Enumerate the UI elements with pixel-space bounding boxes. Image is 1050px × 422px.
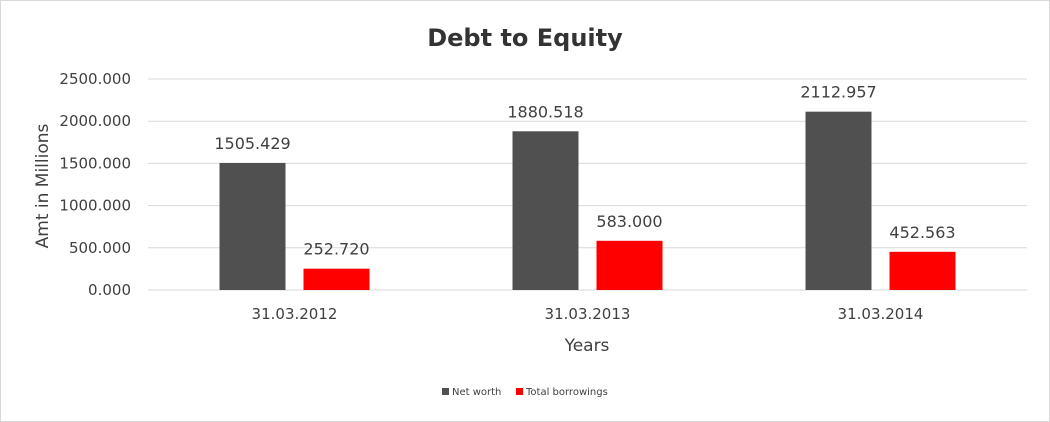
- x-axis-ticks: 31.03.2012 31.03.2013 31.03.2014: [252, 305, 924, 323]
- x-tick-label: 31.03.2013: [545, 305, 631, 323]
- legend-label: Total borrowings: [525, 387, 608, 398]
- y-tick-label: 1500.000: [59, 154, 131, 172]
- bar-total-borrowings: [889, 251, 956, 290]
- y-axis-ticks: 0.000 500.000 1000.000 1500.000 2000.000 2500…: [59, 70, 131, 299]
- legend-swatch: [516, 388, 523, 395]
- data-label: 452.563: [889, 223, 955, 242]
- y-axis-title: Amt in Millions: [33, 123, 53, 248]
- data-label: 1505.429: [214, 134, 290, 153]
- x-tick-label: 31.03.2014: [838, 305, 924, 323]
- data-label: 2112.957: [800, 83, 876, 102]
- data-label: 252.720: [303, 240, 369, 259]
- gridlines: [148, 78, 1027, 291]
- y-tick-label: 500.000: [69, 239, 131, 257]
- data-label: 1880.518: [507, 102, 583, 121]
- x-axis-title: Years: [564, 336, 610, 356]
- data-label: 583.000: [596, 212, 662, 231]
- bar-net-worth: [219, 162, 286, 290]
- legend-label: Net worth: [452, 387, 501, 398]
- bar-total-borrowings: [596, 240, 663, 290]
- bar-net-worth: [805, 111, 872, 290]
- bar-net-worth: [512, 131, 579, 290]
- x-tick-label: 31.03.2012: [252, 305, 338, 323]
- data-labels: 1505.429 252.720 1880.518 583.000 2112.957 45…: [214, 83, 955, 259]
- y-tick-label: 2000.000: [59, 112, 131, 130]
- legend: Net worth Total borrowings: [442, 387, 608, 398]
- y-tick-label: 2500.000: [59, 70, 131, 88]
- chart-title: Debt to Equity: [427, 24, 623, 52]
- y-tick-label: 0.000: [88, 281, 131, 299]
- y-tick-label: 1000.000: [59, 197, 131, 215]
- legend-swatch: [442, 388, 449, 395]
- bars: [219, 111, 956, 290]
- bar-total-borrowings: [303, 268, 370, 290]
